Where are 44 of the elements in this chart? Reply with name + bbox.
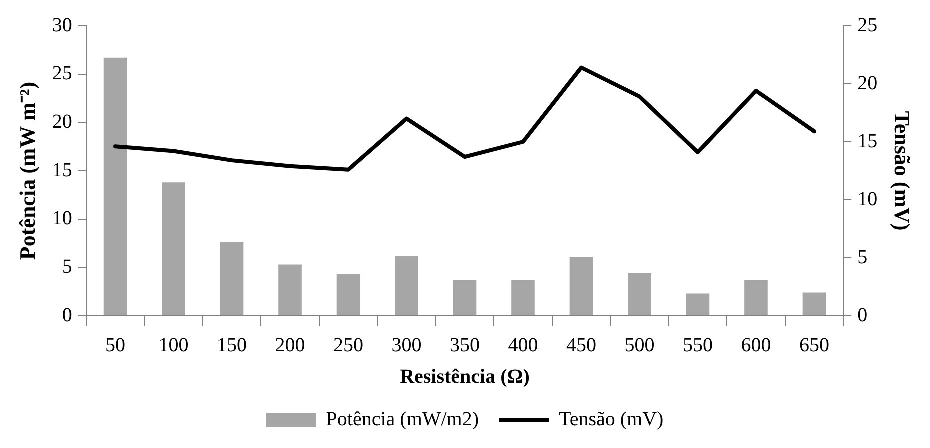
x-tick-label: 400 [508, 334, 538, 356]
x-tick-label: 350 [450, 334, 480, 356]
bar [162, 182, 186, 316]
y2-tick-label: 0 [858, 304, 868, 326]
bar [802, 292, 826, 316]
legend-label: Potência (mW/m2) [326, 408, 480, 430]
x-tick-label: 300 [392, 334, 422, 356]
bar [453, 280, 477, 316]
x-tick-label: 600 [741, 334, 772, 356]
bar [278, 264, 302, 316]
y2-tick-label: 10 [858, 188, 878, 210]
y2-tick-label: 20 [858, 72, 878, 94]
bar [220, 242, 244, 316]
x-tick-label: 500 [624, 334, 655, 356]
bar [104, 58, 128, 316]
x-tick-label: 650 [799, 334, 830, 356]
y-tick-label: 10 [52, 208, 72, 230]
bar [336, 274, 360, 316]
bar [628, 273, 652, 316]
y-tick-label: 15 [52, 159, 72, 182]
y-tick-label: 20 [52, 110, 72, 133]
y-tick-label: 25 [52, 62, 72, 85]
x-tick-label: 100 [158, 334, 189, 356]
x-tick-label: 250 [334, 334, 364, 356]
bar [686, 294, 710, 316]
bar [512, 280, 535, 316]
legend-label: Tensão (mV) [559, 408, 664, 430]
y-tick-label: 0 [62, 304, 72, 326]
y-tick-label: 30 [52, 14, 72, 36]
x-axis-title: Resistência (Ω) [400, 366, 530, 388]
bar [744, 280, 768, 316]
y2-tick-label: 5 [858, 246, 868, 268]
y-tick-label: 5 [62, 256, 72, 278]
bar [395, 256, 418, 316]
x-tick-label: 550 [682, 334, 713, 356]
y2-axis-title: Tensão (mV) [890, 111, 916, 231]
y-axis-title: Potência (mW m⁻²) [14, 82, 40, 260]
bar [570, 257, 594, 316]
y2-tick-label: 15 [858, 130, 878, 152]
x-tick-label: 50 [106, 334, 126, 356]
x-tick-label: 450 [566, 334, 596, 356]
x-tick-label: 150 [217, 334, 248, 356]
y2-tick-label: 25 [858, 14, 878, 36]
x-tick-label: 200 [275, 334, 306, 356]
